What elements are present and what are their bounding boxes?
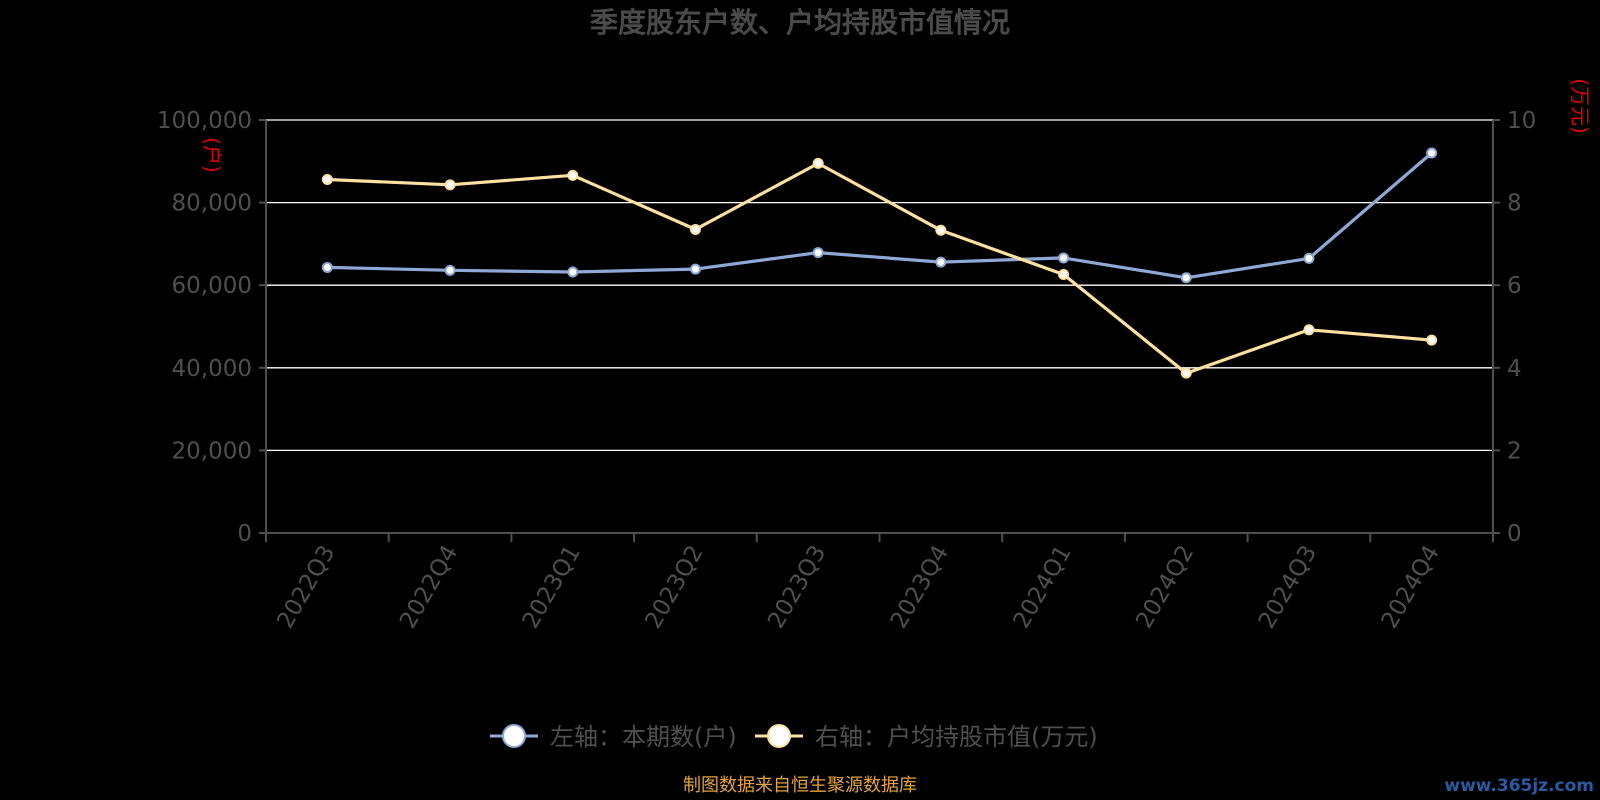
x-tick-label: 2024Q4 [1377, 541, 1445, 633]
series-layer [321, 147, 1438, 379]
legend: 左轴：本期数(户) 右轴：户均持股市值(万元) [490, 723, 1098, 751]
x-tick-label: 2022Q3 [272, 541, 340, 633]
series-1-point [567, 266, 579, 278]
left-tick-label: 20,000 [172, 438, 252, 464]
series-2-point [1180, 367, 1192, 379]
series-1-point [1426, 147, 1438, 159]
x-tick-label: 2024Q1 [1009, 541, 1077, 633]
series-2-point [1058, 268, 1070, 280]
watermark: www.365jz.com [1444, 776, 1594, 796]
legend-label-1: 左轴：本期数(户) [550, 723, 737, 751]
data-source-note: 制图数据来自恒生聚源数据库 [683, 775, 917, 796]
series-1-point [321, 261, 333, 273]
series-2-point [1303, 324, 1315, 336]
right-tick-label: 8 [1507, 191, 1522, 217]
right-tick-label: 10 [1507, 108, 1536, 134]
x-tick-label: 2024Q3 [1254, 541, 1322, 633]
right-tick-label: 2 [1507, 438, 1522, 464]
series-1-point [1058, 252, 1070, 264]
axes: 0 20,000 40,000 60,000 80,000 100,000 0 2 4 6 8 10 2… [157, 108, 1536, 633]
grid-lines [266, 119, 1493, 452]
series-line-2 [327, 161, 1432, 375]
x-tick-label: 2023Q3 [763, 541, 831, 633]
x-tick-label: 2023Q4 [886, 541, 954, 633]
right-tick-label: 0 [1507, 521, 1522, 547]
x-tick-label: 2023Q1 [518, 541, 586, 633]
x-tick-label: 2023Q2 [640, 541, 708, 633]
legend-label-2: 右轴：户均持股市值(万元) [815, 723, 1098, 751]
series-1-point [935, 256, 947, 268]
right-axis-unit: (万元) [1568, 78, 1592, 134]
left-tick-label: 0 [237, 521, 252, 547]
left-axis-unit: (户) [200, 137, 224, 173]
series-2-point [444, 179, 456, 191]
left-tick-label: 60,000 [172, 273, 252, 299]
series-line-1 [327, 151, 1433, 280]
series-2-point [689, 223, 701, 235]
series-2-point [1426, 334, 1438, 346]
x-tick-label: 2024Q2 [1131, 541, 1199, 633]
chart-title: 季度股东户数、户均持股市值情况 [590, 6, 1010, 39]
legend-swatch-marker-1 [502, 724, 526, 748]
x-tick-label: 2022Q4 [395, 541, 463, 633]
series-2-point [321, 173, 333, 185]
series-2-point [567, 169, 579, 181]
series-2-point [935, 224, 947, 236]
series-1-point [812, 247, 824, 259]
series-1-point [689, 263, 701, 275]
series-2-point [812, 157, 824, 169]
right-tick-label: 6 [1507, 273, 1522, 299]
series-1-point [1180, 272, 1192, 284]
right-tick-label: 4 [1507, 356, 1522, 382]
left-tick-label: 80,000 [172, 191, 252, 217]
series-1-point [1303, 252, 1315, 264]
left-tick-label: 40,000 [172, 356, 252, 382]
legend-swatch-marker-2 [767, 724, 791, 748]
series-1-point [444, 264, 456, 276]
left-tick-label: 100,000 [157, 108, 252, 134]
